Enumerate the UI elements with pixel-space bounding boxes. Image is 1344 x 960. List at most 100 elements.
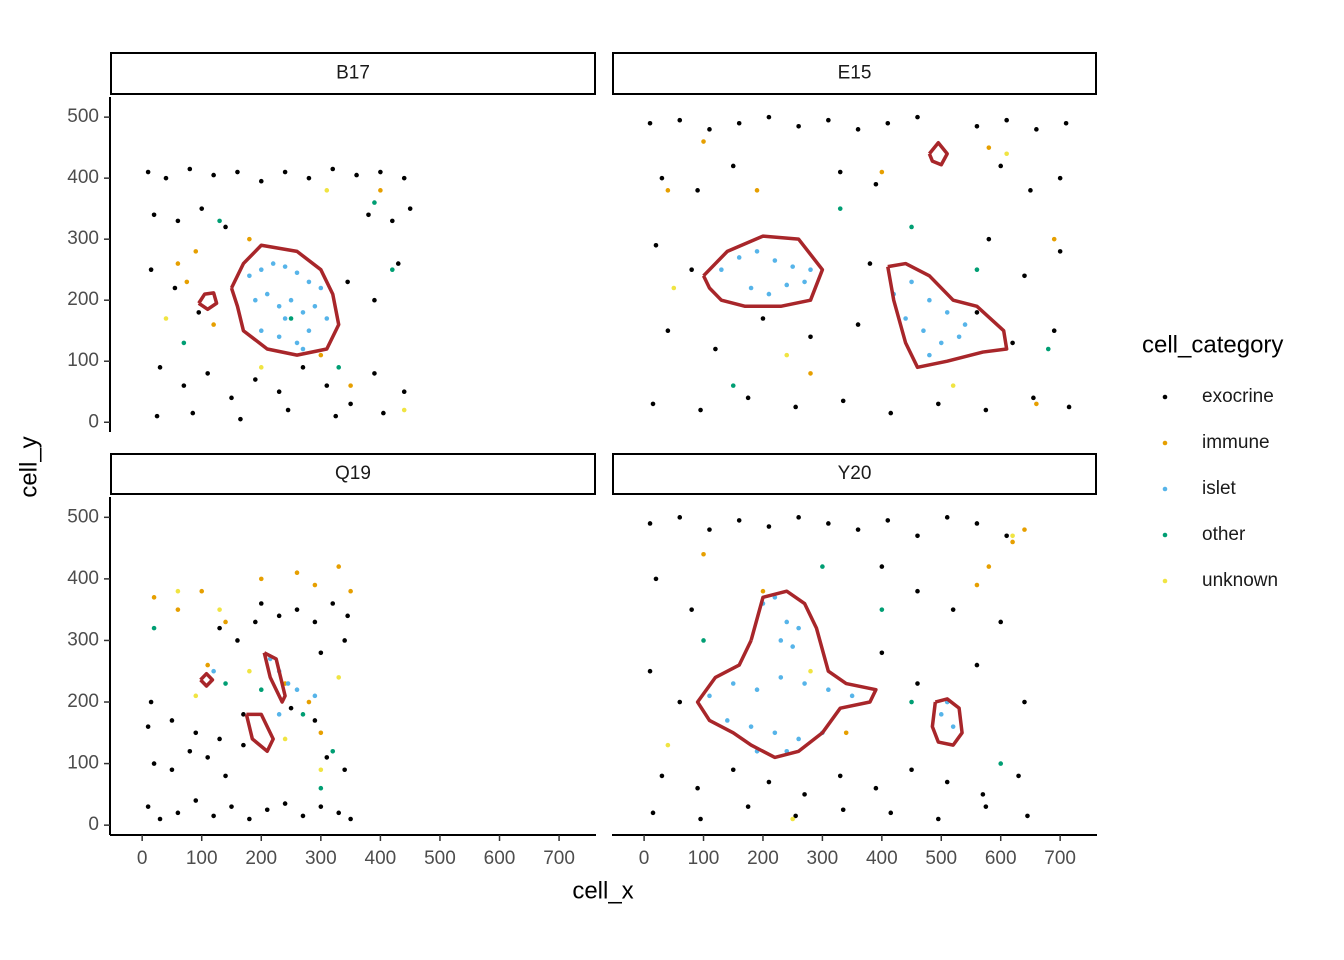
cell-point: [294, 270, 300, 276]
x-tick-label: 300: [305, 848, 337, 869]
cell-point: [701, 139, 706, 144]
cell-point: [306, 279, 312, 285]
islet-outline: [695, 589, 878, 760]
y-tick-label: 400: [67, 568, 99, 589]
cell-point: [772, 730, 778, 736]
cell-point: [1063, 120, 1069, 126]
cell-point: [282, 736, 288, 742]
islet-outline: [927, 141, 949, 167]
strip: [612, 453, 1097, 495]
cell-point: [253, 377, 258, 382]
cell-point: [217, 607, 222, 612]
cell-point: [211, 172, 216, 178]
cell-point: [190, 410, 196, 416]
cell-point: [1034, 401, 1039, 407]
cell-point: [276, 303, 282, 309]
cell-point: [745, 395, 751, 401]
cell-point: [264, 807, 270, 813]
cell-point: [193, 798, 199, 803]
cell-point: [348, 401, 353, 407]
legend-label: immune: [1202, 432, 1270, 453]
cell-point: [915, 533, 920, 539]
cell-point: [1057, 175, 1063, 181]
cell-point: [187, 166, 193, 172]
cell-point: [217, 625, 222, 631]
cell-point: [843, 730, 849, 736]
cell-point: [802, 792, 807, 797]
x-tick-label: 700: [1044, 848, 1076, 869]
cell-point: [754, 249, 760, 254]
cell-point: [665, 188, 671, 193]
cell-point: [695, 785, 700, 791]
cell-point: [318, 650, 324, 656]
cell-point: [736, 255, 742, 260]
cell-point: [300, 813, 306, 819]
cell-point: [879, 169, 885, 175]
cell-point: [983, 407, 989, 413]
cell-point: [401, 389, 407, 395]
cell-point: [936, 401, 941, 407]
cell-point: [205, 755, 210, 760]
cell-point: [808, 668, 813, 674]
cell-point: [766, 114, 772, 120]
cell-point: [808, 334, 813, 340]
legend-key: [1162, 394, 1168, 400]
cell-point: [909, 767, 914, 773]
cell-point: [324, 188, 330, 193]
cell-point: [276, 712, 282, 717]
cell-point: [885, 120, 891, 126]
cell-point: [938, 712, 944, 717]
cell-point: [151, 625, 157, 631]
cell-point: [282, 801, 288, 806]
cell-point: [1016, 773, 1021, 779]
islet-outline: [199, 671, 215, 688]
cell-point: [1010, 340, 1015, 346]
cell-point: [258, 365, 264, 370]
cell-point: [318, 785, 324, 791]
cell-point: [659, 175, 665, 181]
cell-point: [175, 261, 181, 266]
cell-point: [401, 175, 407, 181]
cell-point: [760, 316, 766, 321]
cell-point: [285, 407, 291, 413]
cell-point: [873, 181, 879, 187]
cell-point: [974, 582, 980, 588]
legend-label: exocrine: [1202, 386, 1274, 407]
cell-point: [211, 322, 216, 327]
cell-point: [855, 127, 861, 132]
x-tick-label: 400: [866, 848, 898, 869]
cell-point: [778, 675, 784, 680]
cell-point: [300, 310, 306, 315]
x-tick-label: 700: [543, 848, 575, 869]
cell-point: [909, 699, 914, 705]
cell-point: [211, 668, 216, 674]
legend-key: [1162, 532, 1168, 538]
cell-point: [294, 570, 300, 576]
cell-point: [909, 224, 914, 230]
cell-point: [927, 297, 932, 303]
cell-point: [1051, 236, 1057, 242]
cell-point: [247, 668, 252, 674]
cell-point: [407, 206, 413, 211]
cell-point: [689, 267, 694, 272]
cell-point: [944, 779, 950, 785]
cell-point: [345, 613, 350, 619]
cell-point: [950, 383, 956, 388]
cell-point: [921, 328, 926, 334]
cell-point: [736, 518, 742, 523]
cell-point: [837, 206, 843, 211]
cell-point: [760, 588, 766, 594]
cell-point: [647, 120, 653, 126]
cell-point: [211, 813, 216, 819]
cell-point: [318, 767, 324, 773]
cell-point: [145, 169, 151, 175]
islet-outline: [244, 712, 275, 754]
cell-point: [366, 212, 371, 218]
cell-point: [938, 340, 944, 346]
cell-point: [936, 816, 941, 822]
legend-key: [1162, 578, 1168, 584]
cell-point: [873, 785, 879, 791]
cell-point: [855, 527, 861, 532]
cell-point: [288, 297, 294, 303]
